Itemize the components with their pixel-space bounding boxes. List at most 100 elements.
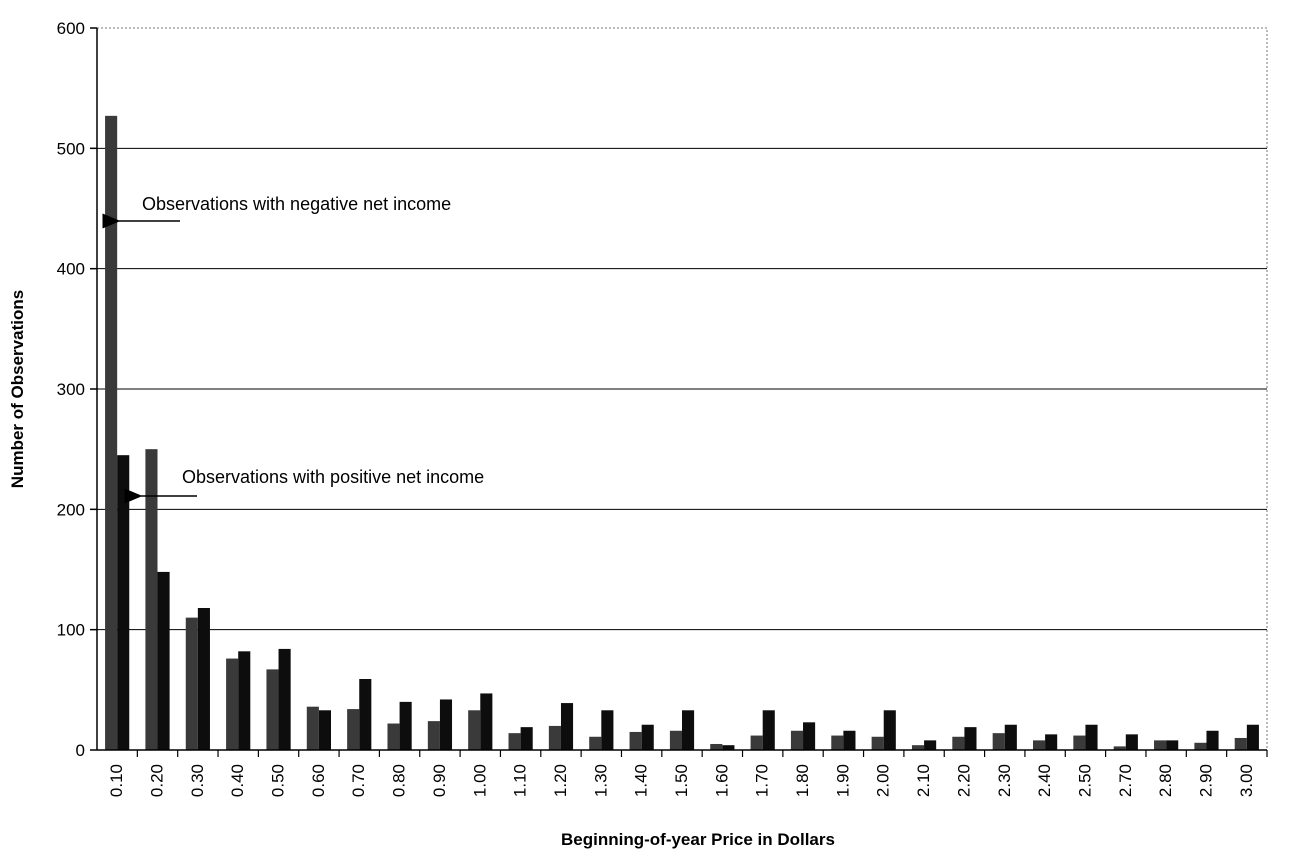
x-tick-label: 2.00 — [874, 764, 893, 797]
bar-series-1-2.30 — [992, 733, 1005, 750]
y-axis-title: Number of Observations — [8, 290, 27, 488]
bar-series-2-2.80 — [1166, 740, 1179, 750]
x-tick-label: 1.50 — [672, 764, 691, 797]
bar-series-1-2.90 — [1194, 742, 1207, 750]
bar-series-1-0.60 — [306, 706, 319, 750]
bar-series-2-1.90 — [843, 730, 856, 750]
bar-series-2-0.30 — [197, 608, 210, 750]
x-tick-labels: 0.10 0.20 0.30 0.40 0.50 0.60 0.70 0.80 0.90 1.00… — [107, 764, 1256, 797]
bar-series-2-1.30 — [601, 710, 614, 750]
axes — [90, 27, 1268, 757]
bar-series-1-2.70 — [1113, 746, 1126, 750]
y-tick-label: 300 — [57, 380, 85, 399]
x-tick-label: 1.70 — [753, 764, 772, 797]
bar-series-1-2.10 — [911, 745, 925, 750]
x-tick-label: 1.20 — [551, 764, 570, 797]
bar-series-2-1.70 — [762, 710, 775, 750]
y-tick-label: 200 — [57, 500, 85, 519]
bar-series-2-0.40 — [238, 651, 251, 750]
x-tick-label: 1.90 — [833, 764, 852, 797]
bar-series-2-2.50 — [1085, 724, 1098, 750]
x-tick-label: 1.30 — [591, 764, 610, 797]
x-tick-label: 2.10 — [914, 764, 933, 797]
bar-series-1-1.20 — [548, 725, 561, 750]
bar-series-1-1.00 — [468, 710, 481, 750]
x-tick-label: 2.40 — [1035, 764, 1054, 797]
bar-series-1-2.40 — [1033, 740, 1046, 750]
x-tick-label: 0.10 — [107, 764, 126, 797]
bar-series-2-0.90 — [439, 699, 453, 750]
bar-series-2-0.20 — [157, 571, 170, 750]
bar-series-2-2.20 — [964, 727, 977, 750]
bar-series-2-0.80 — [399, 701, 412, 750]
x-tick-label: 0.60 — [309, 764, 328, 797]
bar-series-1-2.00 — [871, 736, 884, 750]
bar-series-2-2.40 — [1045, 734, 1058, 750]
y-tick-label: 500 — [57, 139, 85, 158]
x-tick-label: 0.20 — [148, 764, 167, 797]
y-tick-label: 0 — [76, 741, 85, 760]
bar-series-1-1.10 — [508, 733, 521, 750]
bar-series-2-2.00 — [883, 710, 896, 750]
x-tick-label: 3.00 — [1237, 764, 1256, 797]
bar-series-2-2.10 — [924, 740, 937, 750]
x-tick-label: 0.70 — [349, 764, 368, 797]
x-tick-label: 0.80 — [390, 764, 409, 797]
bar-series-1-1.60 — [710, 743, 723, 750]
bar-series-1-0.40 — [226, 658, 239, 750]
bar-series-1-1.70 — [750, 735, 763, 750]
bar-series-1-0.30 — [185, 617, 198, 750]
bar-series-2-1.00 — [480, 693, 493, 750]
bar-series-1-0.80 — [387, 723, 400, 750]
annotation-label: Observations with negative net income — [142, 194, 451, 214]
x-tick-label: 0.30 — [188, 764, 207, 797]
bar-series-2-0.60 — [318, 710, 331, 750]
bar-series-2-2.90 — [1206, 730, 1219, 750]
x-tick-label: 2.20 — [954, 764, 973, 797]
bar-series-2-0.10 — [117, 455, 130, 750]
x-tick-label: 2.50 — [1075, 764, 1094, 797]
x-axis-title: Beginning-of-year Price in Dollars — [561, 830, 835, 849]
gridlines — [97, 147, 1267, 631]
y-tick-label: 100 — [57, 621, 85, 640]
bar-series-1-1.40 — [629, 731, 642, 750]
bar-series-2-1.50 — [682, 710, 695, 750]
bar-series-1-1.30 — [589, 736, 602, 750]
x-tick-label: 2.30 — [995, 764, 1014, 797]
y-tick-label: 600 — [57, 19, 85, 38]
bar-series-2-1.20 — [560, 703, 574, 750]
x-tick-label: 1.10 — [511, 764, 530, 797]
bar-series-1-3.00 — [1234, 737, 1247, 750]
x-tick-label: 2.90 — [1196, 764, 1215, 797]
bar-series-2-0.50 — [278, 648, 291, 750]
annotation-label: Observations with positive net income — [182, 467, 484, 487]
bar-series-2-1.10 — [520, 727, 533, 750]
y-tick-label: 400 — [57, 260, 85, 279]
x-tick-label: 0.90 — [430, 764, 449, 797]
x-tick-label: 1.60 — [712, 764, 731, 797]
x-tick-label: 1.80 — [793, 764, 812, 797]
x-tick-label: 1.40 — [632, 764, 651, 797]
bar-series-2-1.60 — [722, 745, 735, 750]
bar-series-1-2.20 — [952, 736, 965, 750]
bar-series-1-1.90 — [831, 735, 844, 750]
bar-series-1-0.70 — [347, 709, 360, 750]
bar-series-2-0.70 — [359, 679, 372, 750]
bar-series-2-3.00 — [1246, 724, 1259, 750]
annotations: Observations with negative net income Obs… — [102, 194, 484, 504]
x-tick-label: 0.50 — [269, 764, 288, 797]
x-tick-label: 2.70 — [1116, 764, 1135, 797]
x-tick-label: 0.40 — [228, 764, 247, 797]
bar-series-1-1.50 — [669, 730, 682, 750]
bar-series-1-0.20 — [145, 449, 158, 750]
bar-series-1-2.80 — [1154, 740, 1167, 750]
x-tick-label: 2.80 — [1156, 764, 1175, 797]
bar-series-1-0.10 — [105, 115, 118, 751]
bars — [105, 115, 1259, 751]
bar-series-1-1.80 — [790, 730, 804, 750]
y-tick-labels: 0 100 200 300 400 500 600 — [57, 19, 85, 760]
bar-series-2-1.80 — [803, 722, 816, 750]
bar-series-2-1.40 — [641, 724, 654, 750]
bar-series-1-0.50 — [266, 669, 279, 750]
